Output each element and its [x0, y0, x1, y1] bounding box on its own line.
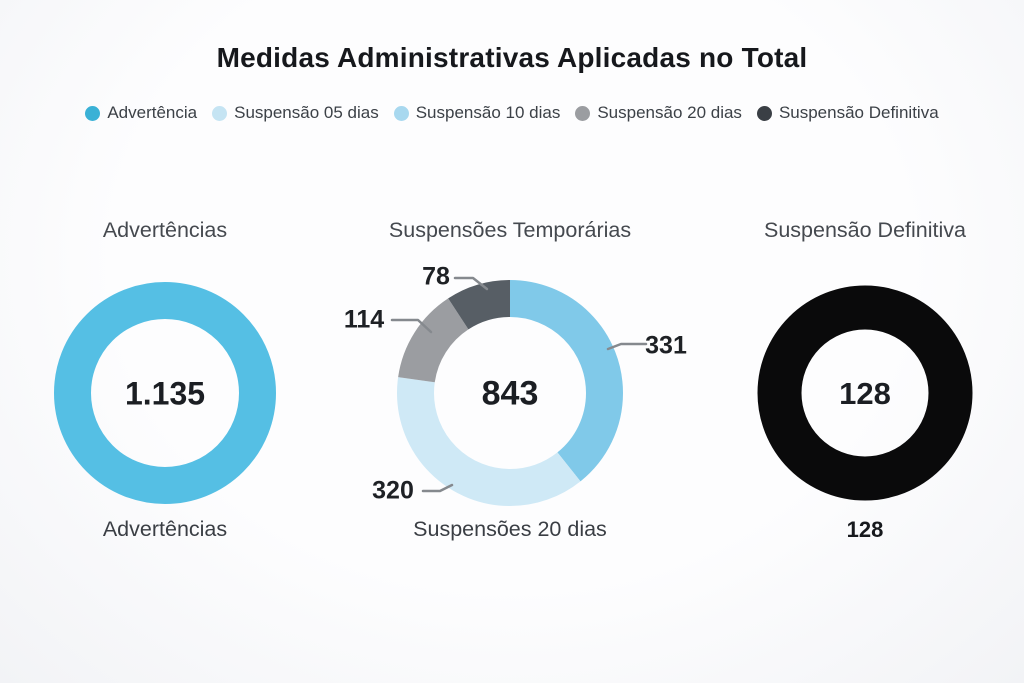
callout-label-320: 320 [372, 476, 414, 505]
callout-label-114: 114 [343, 305, 385, 334]
panel-caption: Suspensões 20 dias [413, 517, 607, 541]
panel-caption: 128 [846, 517, 884, 542]
callout-label-78: 78 [422, 262, 450, 291]
legend-item-suspensao-20-dias[interactable]: Suspensão 20 dias [575, 103, 742, 123]
donut-panel-suspensoes-temporarias: Suspensões Temporárias 843 331 320 114 7… [320, 200, 700, 560]
donut-segment[interactable] [397, 280, 623, 506]
legend-item-advertencia[interactable]: Advertência [85, 103, 197, 123]
legend-label: Suspensão 10 dias [415, 103, 561, 122]
donut-chart-suspensao-definitiva [757, 285, 973, 501]
panel-title: Advertências [102, 218, 228, 242]
page-title: Medidas Administrativas Aplicadas no Tot… [216, 42, 808, 73]
legend-item-suspensao-05-dias[interactable]: Suspensão 05 dias [212, 103, 379, 123]
legend-swatch-icon [575, 105, 591, 121]
donut-chart-suspensoes-temporarias [397, 280, 623, 506]
legend-label: Suspensão 05 dias [234, 103, 379, 122]
legend-swatch-icon [85, 105, 101, 121]
legend: Advertência Suspensão 05 dias Suspensão … [0, 103, 1024, 123]
callout-label-331: 331 [645, 331, 687, 360]
donut-chart-advertencias [54, 282, 276, 504]
legend-label: Advertência [107, 103, 198, 122]
donut-center-value: 843 [481, 374, 539, 413]
legend-swatch-icon [212, 105, 228, 121]
donut-segment[interactable] [397, 280, 623, 506]
donut-panel-suspensao-definitiva: Suspensão Definitiva 128 128 [715, 200, 1015, 560]
panel-caption: Advertências [102, 517, 228, 541]
legend-swatch-icon [756, 105, 772, 121]
donut-segment[interactable] [54, 282, 276, 504]
legend-label: Suspensão 20 dias [597, 103, 742, 122]
panel-title: Suspensões Temporárias [388, 218, 632, 242]
legend-swatch-icon [393, 105, 409, 121]
legend-item-suspensao-10-dias[interactable]: Suspensão 10 dias [393, 103, 561, 123]
legend-label: Suspensão Definitiva [778, 103, 939, 122]
legend-item-suspensao-definitiva[interactable]: Suspensão Definitiva [756, 103, 939, 123]
donut-panel-advertencias: Advertências 1.135 Advertências [20, 200, 310, 560]
donut-center-value: 1.135 [124, 375, 206, 412]
donut-center-value: 128 [839, 376, 891, 411]
panel-title: Suspensão Definitiva [764, 218, 966, 242]
donut-segment[interactable] [757, 285, 973, 501]
